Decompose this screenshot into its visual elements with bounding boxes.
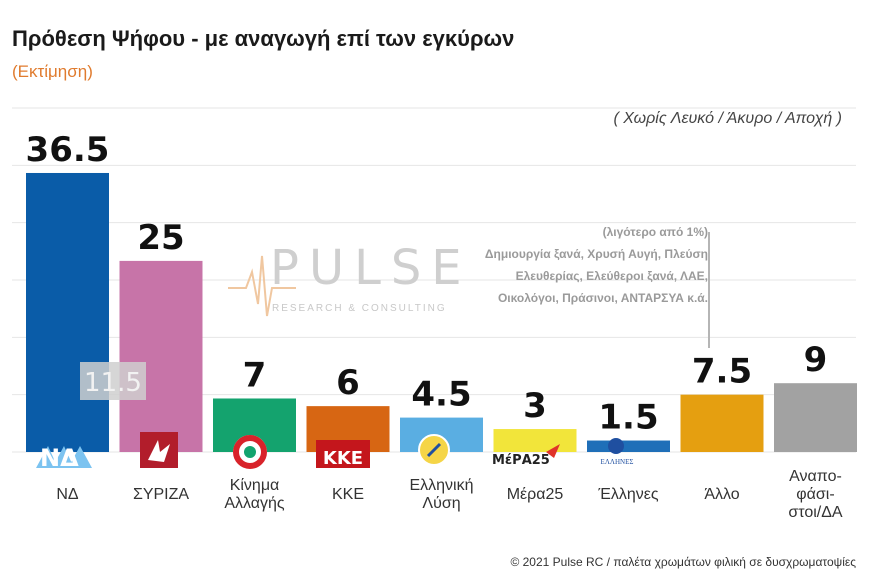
- category-label: Άλλο: [704, 486, 739, 503]
- chart-subtitle: (Εκτίμηση): [12, 62, 93, 81]
- bar: [493, 429, 577, 452]
- pulse-wave-icon: [228, 255, 296, 317]
- value-label: 7.5: [692, 352, 752, 392]
- party-logos: ΝΔ ΚΚΕ ΜέΡΑ25 ΕΛΛΗΝΕΣ: [36, 432, 636, 472]
- bars: [26, 172, 857, 452]
- exclusion-note: ( Χωρίς Λευκό / Άκυρο / Αποχή ): [613, 110, 842, 127]
- svg-text:ΕΛΛΗΝΕΣ: ΕΛΛΗΝΕΣ: [601, 458, 634, 466]
- value-label: 7: [243, 355, 267, 395]
- category-label: Μέρα25: [507, 486, 564, 503]
- svg-text:ΜέΡΑ25: ΜέΡΑ25: [492, 453, 550, 468]
- ellines-logo-icon: ΕΛΛΗΝΕΣ: [598, 438, 636, 466]
- svg-text:ΚΚΕ: ΚΚΕ: [323, 448, 363, 469]
- pulse-watermark: PULSE RESEARCH & CONSULTING: [228, 240, 472, 317]
- category-label: ΣΥΡΙΖΑ: [133, 486, 189, 503]
- bar: [119, 260, 203, 452]
- category-label: Ελληνική Λύση: [409, 477, 473, 512]
- value-label: 36.5: [26, 130, 110, 170]
- gap-label: 11.5: [84, 368, 142, 398]
- others-heading: (λιγότερο από 1%): [602, 225, 708, 239]
- watermark-brand: PULSE: [270, 240, 472, 296]
- kinal-logo-icon: [233, 435, 267, 469]
- category-label: Αναπο-φάσι-στοι/ΔΑ: [788, 468, 843, 521]
- elliniki-lysi-logo-icon: [418, 434, 450, 466]
- others-note: (λιγότερο από 1%) Δημιουργία ξανά, Χρυσή…: [388, 221, 708, 309]
- value-label: 9: [804, 340, 828, 380]
- value-label: 6: [336, 363, 360, 403]
- watermark-tagline: RESEARCH & CONSULTING: [272, 303, 447, 314]
- value-label: 25: [137, 218, 184, 258]
- category-label: ΚΚΕ: [332, 486, 364, 503]
- others-line: Οικολόγοι, Πράσινοι, ΑΝΤΑΡΣΥΑ κ.ά.: [497, 291, 708, 305]
- nd-logo-icon: ΝΔ: [36, 444, 92, 472]
- category-label: Έλληνες: [597, 486, 659, 503]
- copyright-footer: © 2021 Pulse RC / παλέτα χρωμάτων φιλική…: [510, 555, 856, 569]
- kke-logo-icon: ΚΚΕ: [316, 440, 370, 469]
- value-label: 1.5: [598, 398, 658, 438]
- category-labels: ΝΔ ΣΥΡΙΖΑ Κίνημα Αλλαγής ΚΚΕ Ελληνική Λύση Μέρα…: [56, 468, 843, 521]
- bar: [587, 440, 670, 452]
- bar: [680, 394, 764, 452]
- gap-badge: 11.5: [80, 362, 146, 400]
- value-label: 3: [523, 386, 547, 426]
- syriza-logo-icon: [140, 432, 178, 468]
- value-label: 4.5: [411, 375, 471, 415]
- mera25-logo-icon: ΜέΡΑ25: [492, 444, 560, 468]
- others-line: Ελευθερίας, Ελεύθεροι ξανά, ΛΑΕ,: [515, 269, 708, 283]
- svg-text:ΝΔ: ΝΔ: [40, 444, 79, 472]
- chart-title: Πρόθεση Ψήφου - με αναγωγή επί των εγκύρ…: [12, 26, 515, 51]
- bar: [26, 172, 109, 452]
- category-label: Κίνημα Αλλαγής: [224, 477, 285, 512]
- category-label: ΝΔ: [56, 486, 79, 503]
- value-labels: 36.5 25 7 6 4.5 3 1.5 7.5 9: [26, 130, 828, 438]
- others-line: Δημιουργία ξανά, Χρυσή Αυγή, Πλεύση: [484, 247, 708, 261]
- bar: [774, 383, 857, 452]
